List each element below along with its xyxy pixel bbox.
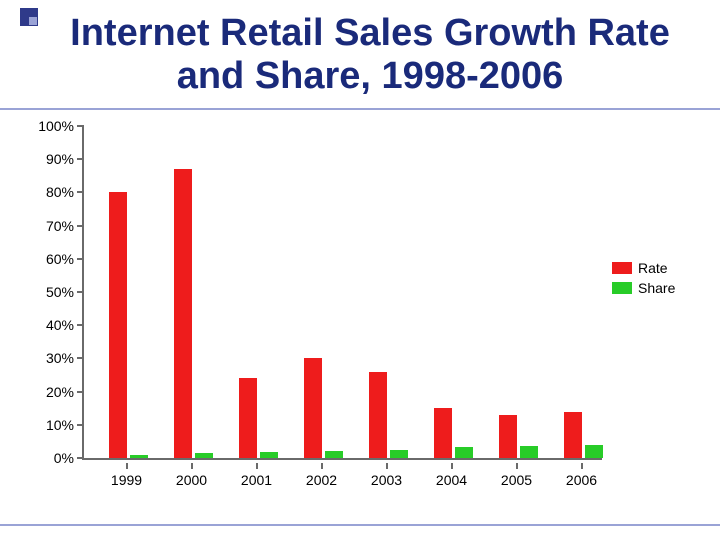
y-tick-label: 50% xyxy=(46,284,74,300)
slide-bullet-icon xyxy=(20,8,38,26)
y-tick-label: 80% xyxy=(46,184,74,200)
x-tick xyxy=(386,463,388,469)
x-tick xyxy=(126,463,128,469)
bars-layer xyxy=(84,126,602,458)
bar xyxy=(390,450,408,458)
bar xyxy=(239,378,257,458)
bar xyxy=(195,453,213,458)
bar xyxy=(520,446,538,458)
legend: Rate Share xyxy=(612,260,694,300)
bar xyxy=(260,452,278,458)
x-tick xyxy=(581,463,583,469)
y-tick-label: 10% xyxy=(46,417,74,433)
divider-top xyxy=(0,108,720,110)
y-tick-label: 0% xyxy=(54,450,74,466)
y-tick xyxy=(77,125,84,127)
y-tick-label: 30% xyxy=(46,350,74,366)
legend-swatch-share xyxy=(612,282,632,294)
x-tick xyxy=(516,463,518,469)
x-tick xyxy=(191,463,193,469)
slide-title: Internet Retail Sales Growth Rate and Sh… xyxy=(50,12,690,97)
bar xyxy=(109,192,127,458)
x-tick-label: 2003 xyxy=(371,472,402,488)
y-tick-label: 40% xyxy=(46,317,74,333)
y-tick xyxy=(77,291,84,293)
x-tick-label: 2006 xyxy=(566,472,597,488)
x-tick xyxy=(256,463,258,469)
bar xyxy=(499,415,517,458)
bar xyxy=(369,372,387,458)
divider-bottom xyxy=(0,524,720,526)
bar xyxy=(325,451,343,458)
y-tick-label: 60% xyxy=(46,251,74,267)
growth-chart: 0% 10% 20% 30% 40% 50% 60% 70% 80% 90% 100% 1999 20… xyxy=(26,120,694,500)
slide: Internet Retail Sales Growth Rate and Sh… xyxy=(0,0,720,540)
y-tick xyxy=(77,258,84,260)
y-tick xyxy=(77,424,84,426)
y-tick-label: 70% xyxy=(46,218,74,234)
y-tick xyxy=(77,324,84,326)
y-tick xyxy=(77,391,84,393)
bar xyxy=(304,358,322,458)
bar xyxy=(130,455,148,458)
bar xyxy=(564,412,582,458)
x-axis-labels: 1999 2000 2001 2002 2003 2004 2005 2006 xyxy=(82,464,602,494)
legend-item-rate: Rate xyxy=(612,260,694,276)
y-tick xyxy=(77,225,84,227)
plot-area xyxy=(82,126,602,460)
x-tick xyxy=(321,463,323,469)
y-tick xyxy=(77,457,84,459)
x-tick-label: 2004 xyxy=(436,472,467,488)
legend-label-share: Share xyxy=(638,280,675,296)
y-tick-label: 90% xyxy=(46,151,74,167)
y-tick-label: 100% xyxy=(38,118,74,134)
legend-label-rate: Rate xyxy=(638,260,668,276)
legend-swatch-rate xyxy=(612,262,632,274)
bar xyxy=(455,447,473,458)
x-tick-label: 2005 xyxy=(501,472,532,488)
bar xyxy=(434,408,452,458)
y-tick-label: 20% xyxy=(46,384,74,400)
legend-item-share: Share xyxy=(612,280,694,296)
y-tick xyxy=(77,357,84,359)
x-tick-label: 2000 xyxy=(176,472,207,488)
x-tick-label: 2002 xyxy=(306,472,337,488)
y-axis-labels: 0%10%20%30%40%50%60%70%80%90%100% xyxy=(26,120,78,460)
y-tick xyxy=(77,191,84,193)
x-tick-label: 2001 xyxy=(241,472,272,488)
x-tick-label: 1999 xyxy=(111,472,142,488)
bar xyxy=(174,169,192,458)
x-tick xyxy=(451,463,453,469)
y-tick xyxy=(77,158,84,160)
bar xyxy=(585,445,603,458)
